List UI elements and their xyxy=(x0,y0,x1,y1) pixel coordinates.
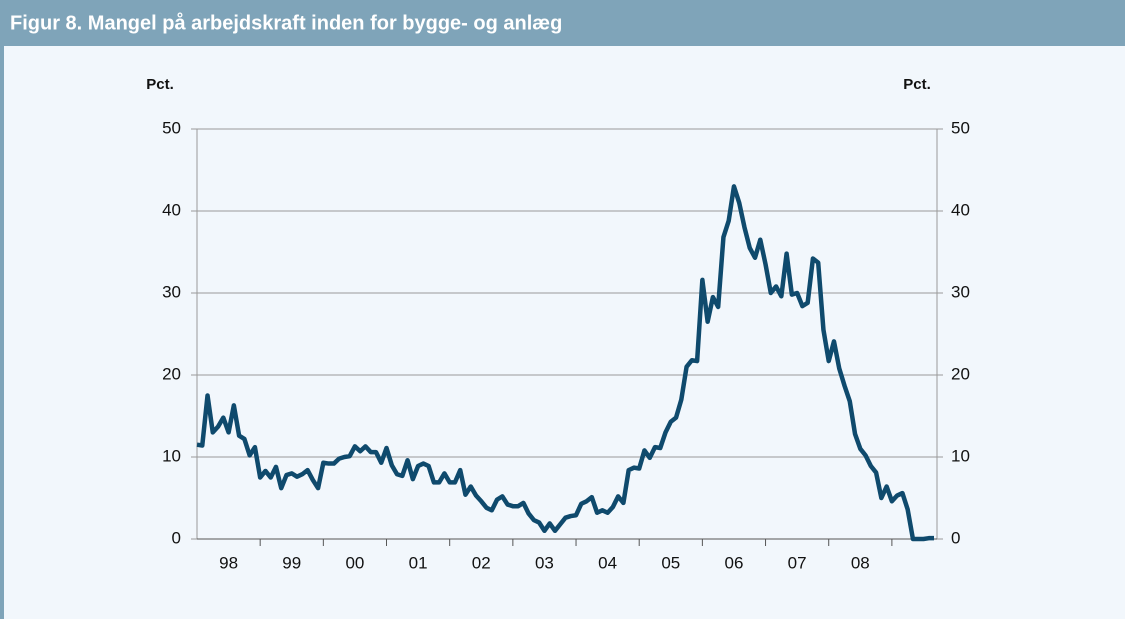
y2-tick-label: 40 xyxy=(951,200,970,219)
data-line xyxy=(196,184,934,542)
y-axis-label: Pct. xyxy=(146,76,174,93)
y2-tick-label: 30 xyxy=(951,282,970,301)
y2-axis-label: Pct. xyxy=(903,76,931,93)
y-tick-label: 50 xyxy=(162,118,181,137)
y-tick-label: 40 xyxy=(162,200,181,219)
y2-tick-label: 0 xyxy=(951,528,960,547)
y2-tick-label: 50 xyxy=(951,118,970,137)
x-tick-label: 03 xyxy=(535,553,554,572)
x-tick-label: 08 xyxy=(851,553,870,572)
y2-tick-label: 20 xyxy=(951,364,970,383)
x-tick-label: 99 xyxy=(282,553,301,572)
y-tick-label: 0 xyxy=(172,528,181,547)
y-tick-label: 10 xyxy=(162,446,181,465)
x-tick-label: 07 xyxy=(788,553,807,572)
left-border xyxy=(0,46,4,619)
x-tick-label: 01 xyxy=(409,553,428,572)
x-tick-label: 00 xyxy=(345,553,364,572)
y2-tick-label: 10 xyxy=(951,446,970,465)
y-tick-label: 20 xyxy=(162,364,181,383)
x-tick-label: 06 xyxy=(724,553,743,572)
x-tick-label: 05 xyxy=(661,553,680,572)
y-tick-label: 30 xyxy=(162,282,181,301)
chart-title: Figur 8. Mangel på arbejdskraft inden fo… xyxy=(10,11,562,34)
x-tick-label: 02 xyxy=(472,553,491,572)
x-tick-label: 98 xyxy=(219,553,238,572)
header-bar xyxy=(0,0,1125,46)
x-tick-label: 04 xyxy=(598,553,617,572)
